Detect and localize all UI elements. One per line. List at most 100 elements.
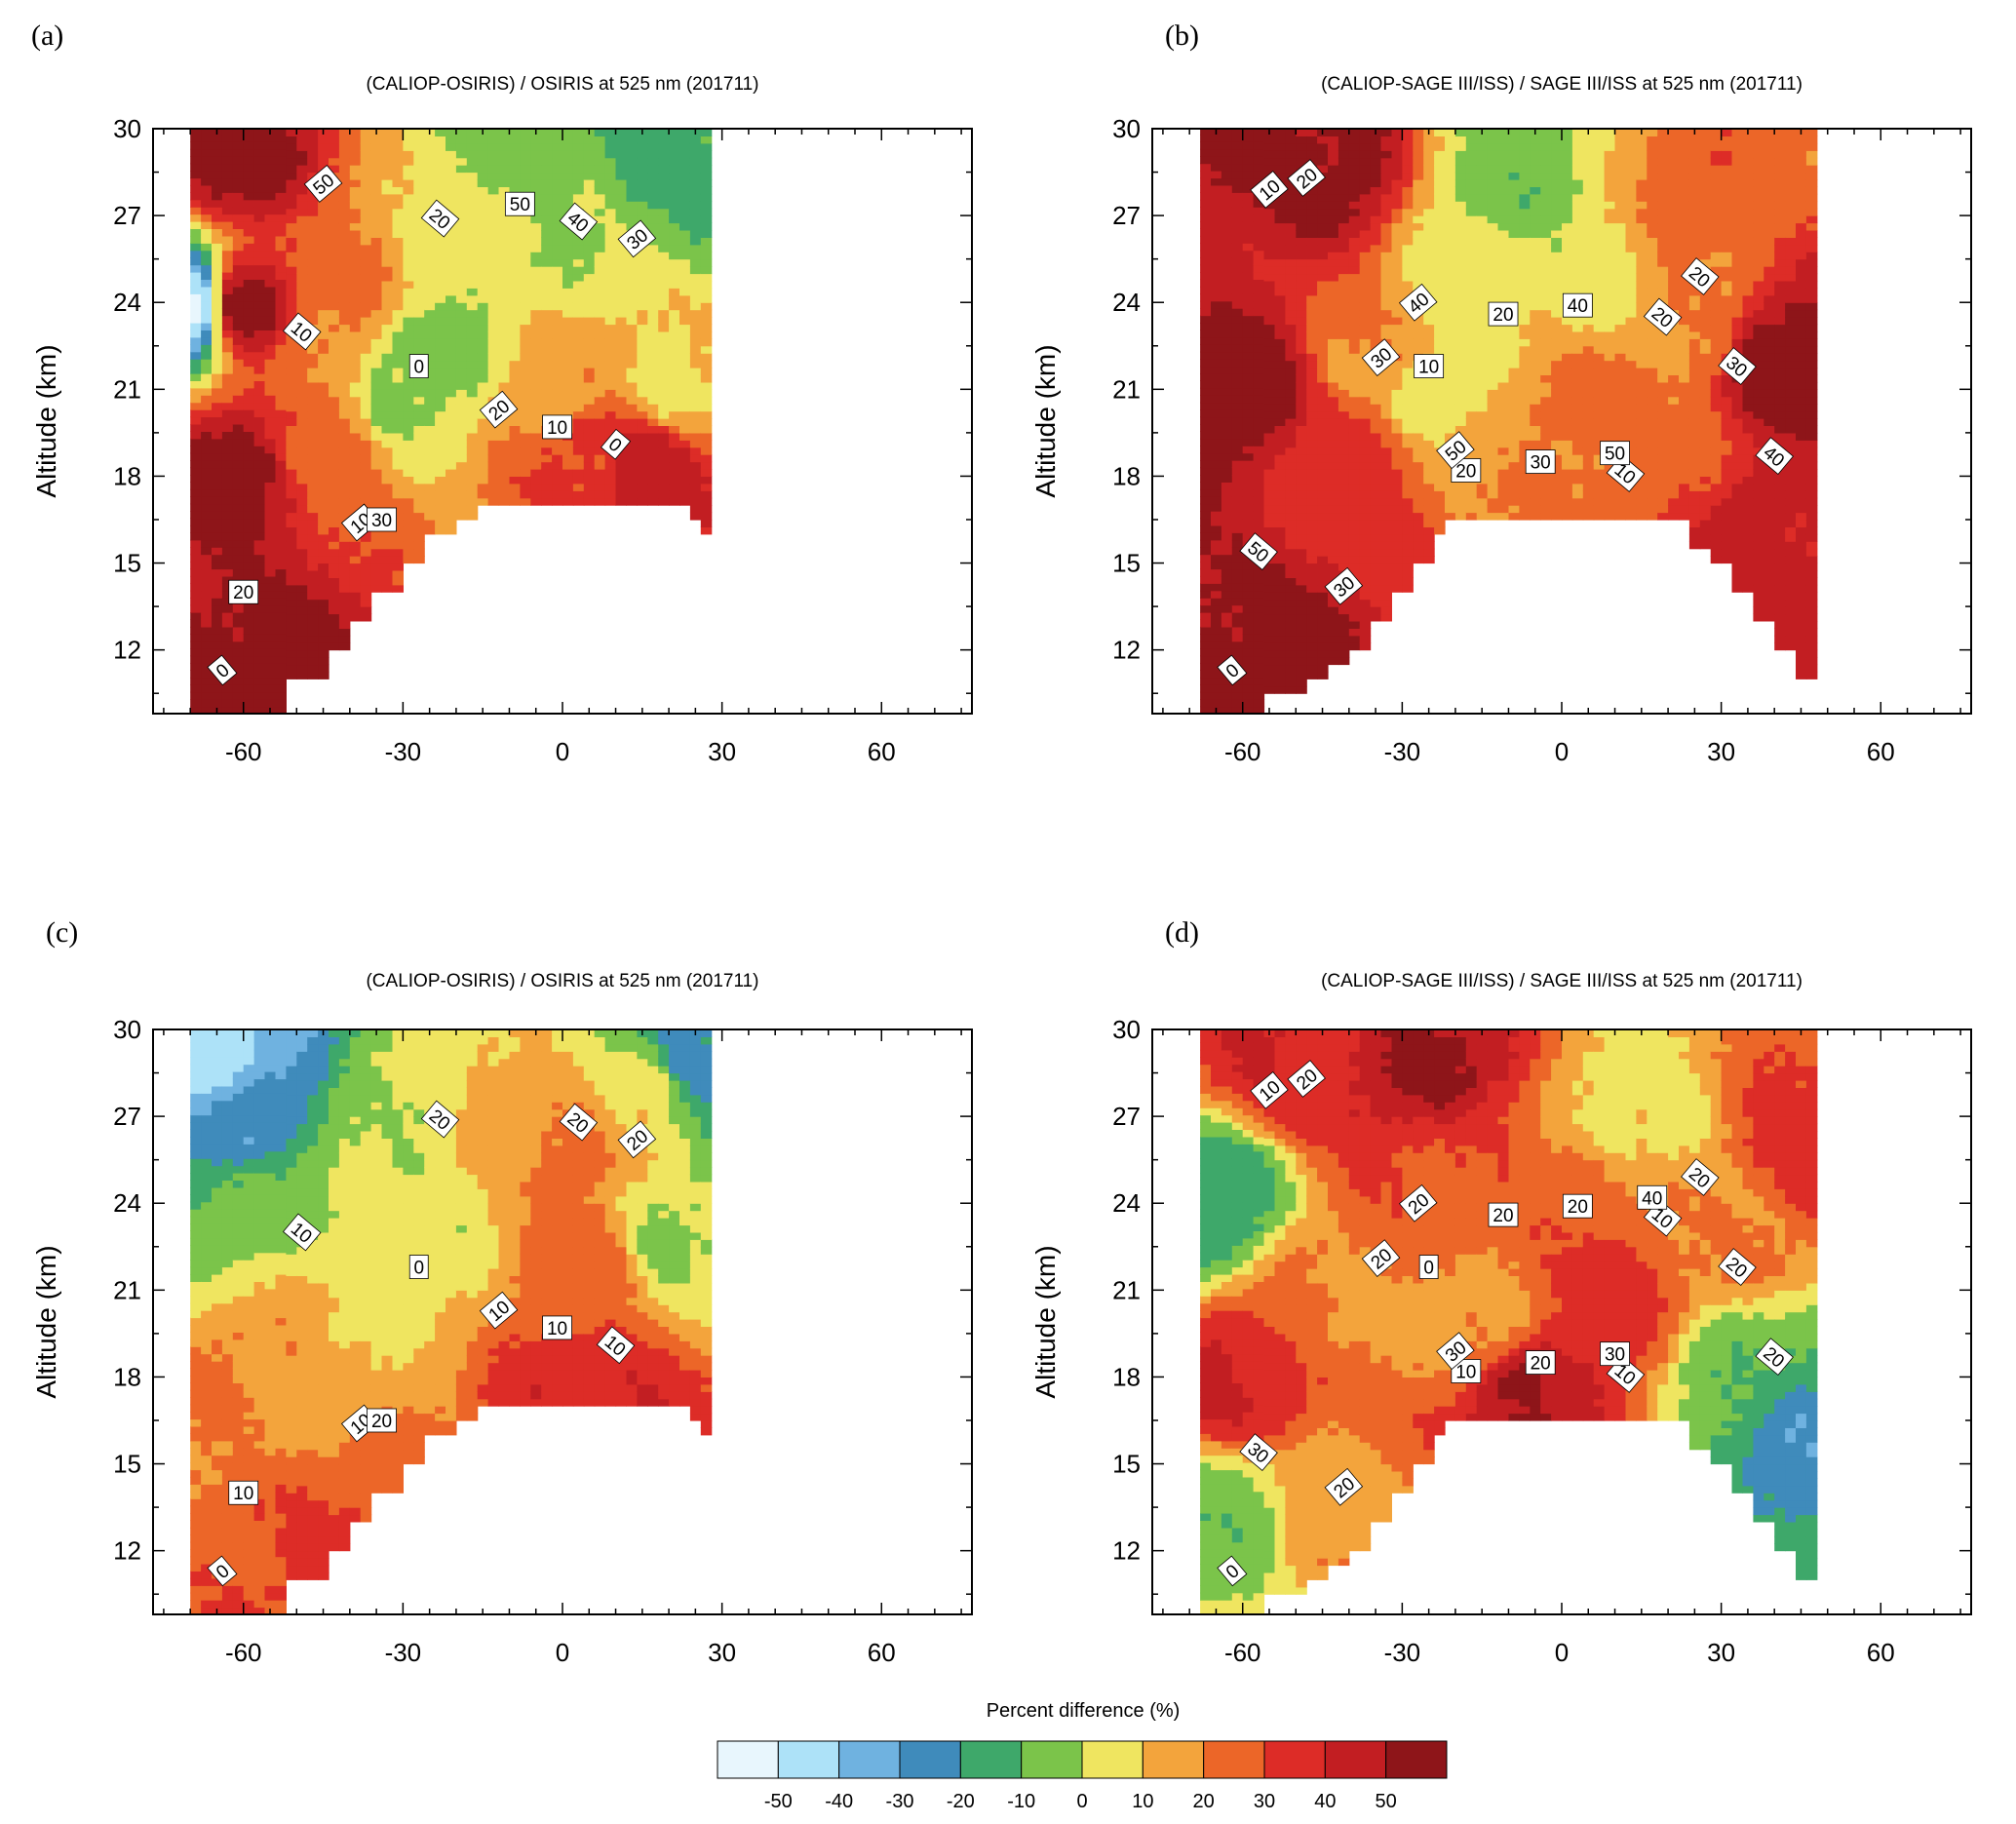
heatmap-cell [530, 425, 542, 434]
heatmap-cell [307, 635, 319, 643]
heatmap-cell [1200, 663, 1212, 671]
heatmap-cell [392, 309, 404, 318]
heatmap-cell [637, 440, 648, 448]
heatmap-cell [1200, 300, 1212, 309]
heatmap-cell [1274, 577, 1286, 586]
heatmap-cell [1211, 670, 1222, 679]
heatmap-cell [1338, 418, 1350, 426]
heatmap-cell [221, 524, 234, 533]
heatmap-cell [498, 288, 510, 296]
heatmap-cell [318, 353, 330, 362]
heatmap-cell [1359, 533, 1372, 542]
heatmap-cell [221, 184, 234, 193]
heatmap-cell [1242, 670, 1255, 679]
heatmap-cell [647, 230, 659, 238]
heatmap-cell [307, 664, 319, 673]
heatmap-cell [1359, 490, 1372, 499]
heatmap-cell [1253, 279, 1265, 288]
heatmap-cell [466, 157, 479, 166]
heatmap-cell [541, 483, 553, 491]
heatmap-cell [1434, 201, 1446, 210]
heatmap-cell [1348, 418, 1361, 426]
heatmap-cell [413, 418, 425, 426]
heatmap-cell [487, 345, 500, 354]
heatmap-cell [201, 336, 213, 345]
heatmap-cell [360, 345, 372, 354]
heatmap-cell [446, 360, 457, 369]
heatmap-cell [1423, 288, 1435, 296]
heatmap-cell [1465, 396, 1478, 405]
heatmap-cell [1274, 599, 1286, 607]
contour-label-box [367, 507, 397, 532]
heatmap-cell [1211, 655, 1222, 664]
heatmap-cell [212, 446, 223, 454]
heatmap-cell [403, 208, 414, 216]
heatmap-cell [1263, 563, 1275, 571]
heatmap-cell [594, 497, 606, 506]
heatmap-cell [1242, 387, 1255, 396]
heatmap-cell [296, 150, 308, 159]
heatmap-cell [413, 396, 425, 405]
heatmap-cell [1338, 172, 1350, 180]
heatmap-cell [1359, 599, 1372, 607]
heatmap-cell [562, 490, 574, 499]
heatmap-cell [658, 136, 670, 144]
contour-label-box [282, 312, 322, 351]
heatmap-cell [201, 452, 213, 461]
heatmap-cell [435, 505, 446, 514]
heatmap-cell [541, 244, 553, 252]
heatmap-cell [201, 323, 213, 330]
heatmap-cell [338, 497, 351, 506]
heatmap-cell [1465, 425, 1478, 434]
heatmap-cell [381, 418, 393, 426]
heatmap-cell [1231, 264, 1244, 273]
heatmap-cell [296, 541, 308, 550]
heatmap-cell [221, 626, 234, 635]
heatmap-cell [1328, 440, 1339, 448]
heatmap-cell [1263, 252, 1275, 260]
heatmap-cell [1317, 584, 1329, 593]
heatmap-cell [1200, 286, 1212, 294]
heatmap-cell [1454, 330, 1467, 339]
heatmap-cell [1423, 309, 1435, 318]
heatmap-cell [264, 554, 276, 563]
heatmap-cell [583, 142, 596, 151]
heatmap-cell [647, 193, 659, 202]
heatmap-cell [689, 368, 702, 375]
heatmap-cell [446, 273, 457, 282]
heatmap-cell [446, 505, 457, 514]
heatmap-cell [413, 208, 425, 216]
heatmap-cell [520, 410, 531, 419]
heatmap-cell [1434, 381, 1446, 390]
heatmap-cell [424, 360, 436, 369]
heatmap-cell [1200, 524, 1212, 533]
heatmap-cell [413, 294, 425, 303]
heatmap-cell [1423, 157, 1435, 166]
heatmap-cell [1413, 396, 1424, 405]
heatmap-cell [232, 213, 245, 222]
heatmap-cell [201, 192, 213, 201]
heatmap-cell [700, 309, 713, 318]
heatmap-cell [381, 244, 393, 252]
heatmap-cell [1231, 424, 1244, 432]
heatmap-cell [1370, 440, 1382, 448]
heatmap-cell [338, 222, 351, 231]
heatmap-cell [1402, 556, 1414, 564]
heatmap-cell [1348, 505, 1361, 514]
heatmap-cell [201, 496, 213, 505]
heatmap-cell [626, 193, 638, 202]
heatmap-cell [1242, 323, 1255, 330]
heatmap-cell [530, 317, 542, 326]
heatmap-cell [275, 677, 287, 685]
heatmap-cell [594, 150, 606, 159]
heatmap-cell [1200, 250, 1212, 258]
heatmap-cell [286, 266, 297, 275]
heatmap-cell [498, 193, 510, 202]
heatmap-cell [604, 179, 617, 187]
heatmap-cell [349, 469, 362, 477]
heatmap-cell [562, 294, 574, 303]
heatmap-cell [669, 483, 680, 491]
heatmap-cell [1359, 309, 1372, 318]
heatmap-cell [604, 389, 617, 398]
heatmap-cell [349, 446, 362, 455]
